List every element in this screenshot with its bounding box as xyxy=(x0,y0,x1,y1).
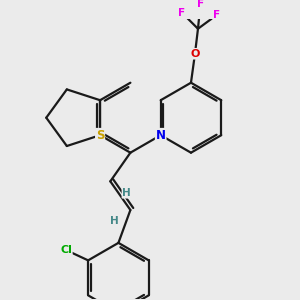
Text: Cl: Cl xyxy=(60,245,72,255)
Text: H: H xyxy=(122,188,131,198)
Text: F: F xyxy=(197,0,204,9)
Text: N: N xyxy=(156,129,166,142)
Text: S: S xyxy=(96,129,104,142)
Text: F: F xyxy=(213,10,220,20)
Text: O: O xyxy=(190,49,200,59)
Text: H: H xyxy=(110,217,118,226)
Text: F: F xyxy=(178,8,185,18)
